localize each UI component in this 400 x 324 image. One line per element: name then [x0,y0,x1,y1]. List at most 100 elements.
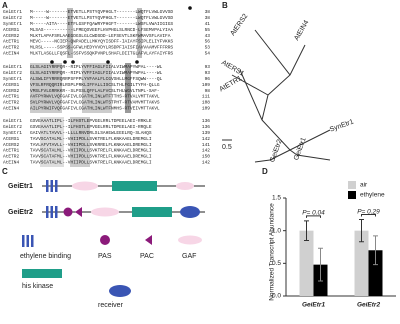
highlight [82,63,112,113]
leaf-label: AtERS2 [229,13,249,37]
sequence: MLSAS-----------LFMEQSVEEFLHVPHGLSLRNCD-… [30,27,173,33]
sequence: TAVVSCATALML--VHIIPDLLSVKTRELFLKNKAAELDR… [30,159,152,165]
dot [63,60,67,64]
sequence: TAVVSCATALML--VHIIPDLLSVKTRELFLKNKAAELDR… [30,136,152,142]
sequence-name: AtETR1 [3,94,20,100]
sequence: TAVLAFVTAVLL--VHIIPDLLSVKRRELFLKNKAAELDR… [30,142,152,148]
y-tick-label: 1.0 [272,227,281,234]
error-bar [359,219,364,243]
sequence-name: AtEIN4 [3,105,20,111]
sequence: ALSWLIFYRRRQRRPSFPPLYVFAALFLCGVSHLLMGFFS… [30,76,163,82]
highlight [67,8,73,58]
sequence: GAIVATLTAVVL--LLLLRNVDRLSLSAHEWLEEELRQ-S… [30,130,152,136]
sequence-name: AtETR2 [3,45,20,51]
leaf-label: GeiEtr2 [269,139,284,164]
legend-pas [100,235,110,245]
sequence-end: 53 [205,45,211,51]
highlight [125,63,131,113]
sequence-end: 142 [202,159,210,165]
bar [354,230,369,296]
sequence-end: 136 [202,124,210,130]
sequence-end: 38 [205,15,211,21]
bar [368,250,383,296]
sequence-name: GeiEtr2 [3,15,22,21]
x-tick-label: GeiEtr1 [302,302,326,309]
legend-ethylene-binding [22,235,34,247]
sequence: M-----W-------ETVETLLPSTYQVPHGLT-------L… [30,9,173,15]
sequence: MLKTLAPAFSRLAAEGDGSLGLCWDSDD-LEFSEVTLSKF… [30,33,171,39]
legend-label: air [360,182,368,189]
sequence-name: AtETR2 [3,100,20,106]
scale-label: 0.5 [222,144,232,151]
legend-text: receiver [98,302,124,309]
y-axis-label: Normalized Transcript Abundance [269,203,276,301]
dot [106,60,110,64]
tree [222,29,331,163]
sequence-end: 55 [205,27,211,33]
error-bar [373,235,378,266]
p-bracket [361,214,376,217]
legend-his-kinase [22,269,62,278]
panel-label: B [222,1,228,10]
protein-name: GeiEtr2 [8,209,33,216]
sequence: VMSLFVLGRRKKR--SLPSSLQFFLALFVCSLTHLWGVLT… [30,88,160,94]
legend-text: his kinase [22,283,53,290]
domain-diagrams [22,180,205,297]
sequence: TAVVSCATALML--VHIIPDLLSVKTRELFLKNKAAELDR… [30,148,152,154]
panel-label: C [2,167,8,176]
highlight [30,63,62,113]
y-tick-label: 0.5 [272,260,281,267]
highlight [40,117,64,167]
sequence-end: 142 [202,136,210,142]
dot [135,60,139,64]
y-tick-label: 0.0 [272,293,281,300]
sequence-end: 142 [202,148,210,154]
sequence-name: SynEtr1 [3,130,22,136]
sequence-name: GeiEtr2 [3,124,22,130]
pac [75,207,82,217]
gaf [176,182,194,190]
legend-label: ethylene [360,192,385,199]
sequence-end: 96 [205,76,211,82]
legend-text: PAC [140,253,154,260]
legend-gaf [178,235,202,245]
p-value: P= 0.29 [357,208,380,215]
his-kinase [132,207,172,217]
error-bar [318,247,323,282]
sequence-end: 56 [205,39,211,45]
sequence-end: 109 [202,105,210,111]
legend-swatch [348,181,356,189]
error-bar [304,220,309,241]
panel-label: A [2,1,8,10]
sequence: GLSLAGIYRRPQR--RIPLYVFFIAGLFIIALVIWMAPYW… [30,64,163,70]
sequence-name: GeiEtr1 [3,9,22,15]
sequence-end: 54 [205,50,211,56]
highlight [137,8,142,58]
sequence: AILPYRWIFVQFGAFIVLCGATHLINLWTFNMHS-RTVEI… [30,105,160,111]
sequence-name: AtERS2 [3,88,20,94]
bar [299,230,314,296]
sequence-end: 139 [202,130,210,136]
legend-pac [145,235,152,245]
sequence-end: 150 [202,154,210,160]
sequence-name: SynEtr1 [3,21,22,27]
ethylene-binding [46,180,58,192]
receiver [180,206,200,218]
leaf-label: AtETR1 [218,75,243,93]
p-value: P= 0.04 [302,210,325,217]
panel-label: D [262,167,268,176]
leaf-label: AtEIN4 [293,19,310,42]
sequence-end: 93 [205,64,211,70]
sequence: MLKTLASGLLFQSFL-SSFVSSQKPVNPLSHAFLDIITGL… [30,50,173,56]
pas [63,207,73,217]
sequence-name: AtERS1 [3,82,20,88]
leaf-label: SynEtr1 [329,118,355,133]
protein-name: GeiEtr1 [8,183,33,190]
dot [188,6,192,10]
sequence-name: AtERS1 [3,136,20,142]
sequence-name: AtERS2 [3,33,20,39]
dot [71,60,75,64]
highlight [70,117,90,167]
p-bracket [306,215,321,218]
